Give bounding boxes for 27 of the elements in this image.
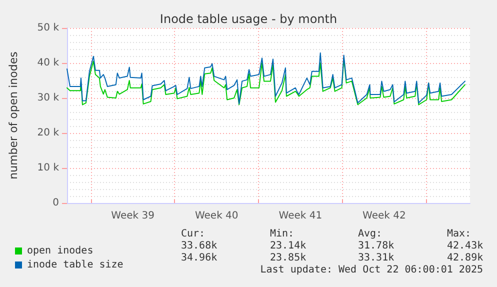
- y-tick-label: 10 k: [37, 162, 60, 174]
- x-tick-label: Week 40: [194, 210, 238, 222]
- text: 34.96k: [181, 252, 218, 264]
- text: 31.78k: [358, 240, 394, 252]
- y-tick-label: 0: [52, 198, 59, 208]
- legend-label: inode table size: [27, 260, 124, 270]
- y-tick-label: 40 k: [37, 58, 60, 68]
- text: Cur:: [181, 228, 206, 240]
- text: 42.89k: [447, 252, 484, 264]
- legend-label: open inodes: [27, 246, 94, 256]
- text: Last update: Wed Oct 22 06:00:01 2025: [260, 264, 484, 276]
- text: Avg:: [358, 228, 382, 240]
- text: 23.85k: [270, 252, 306, 264]
- text: 42.43k: [447, 240, 484, 252]
- y-tick-label: 50 k: [37, 22, 60, 34]
- y-tick-label: 30 k: [37, 92, 60, 104]
- text: Min:: [270, 228, 294, 240]
- text: Max:: [447, 228, 472, 240]
- y-tick-label: 20 k: [37, 128, 60, 138]
- x-tick-label: Week 42: [362, 210, 406, 222]
- chart-title: Inode table usage - by month: [160, 12, 338, 26]
- text: 23.14k: [270, 240, 306, 252]
- x-tick-label: Week 39: [111, 210, 154, 222]
- y-axis-title: number of open inodes: [7, 51, 20, 180]
- text: 33.31k: [358, 252, 394, 264]
- x-tick-label: Week 41: [278, 210, 322, 222]
- text: 33.68k: [181, 240, 218, 252]
